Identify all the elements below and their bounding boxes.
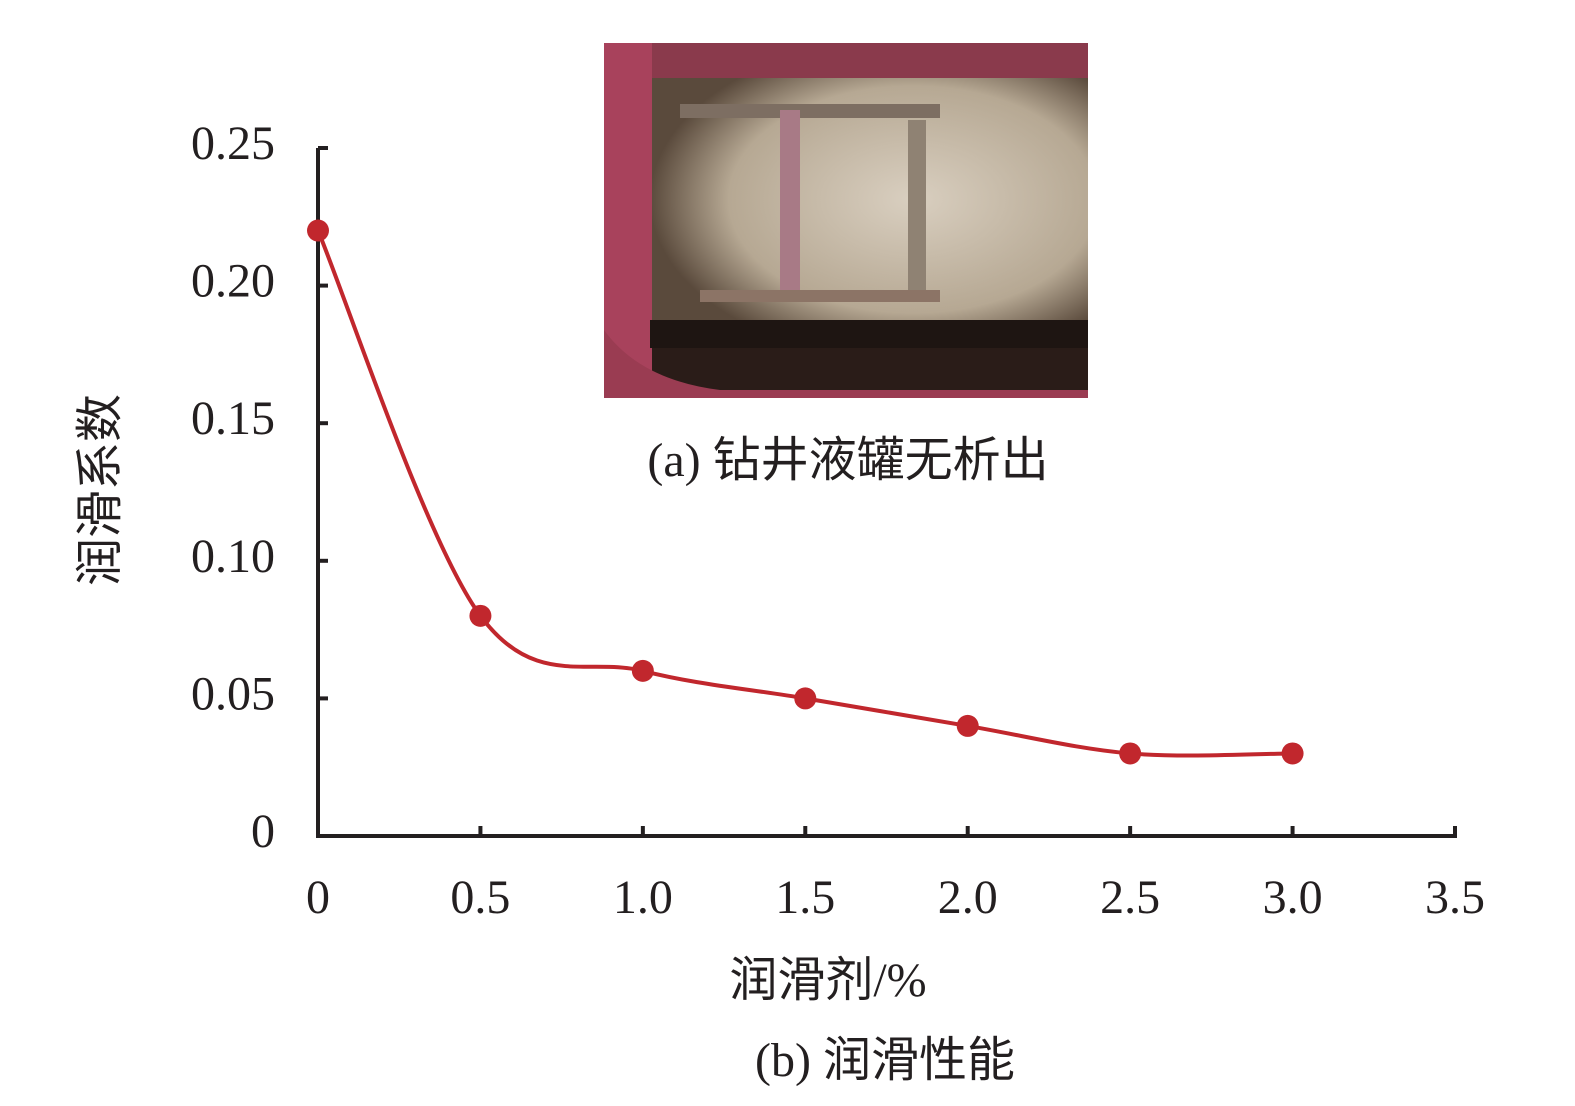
- y-axis-label: 润滑系数: [74, 394, 127, 586]
- x-tick-label: 3.5: [1425, 871, 1485, 924]
- y-tick-label: 0.20: [191, 255, 275, 308]
- x-axis-label: 润滑剂/%: [729, 954, 926, 1007]
- marker: [794, 687, 817, 710]
- x-tick-label: 1.0: [613, 871, 673, 924]
- marker: [631, 659, 654, 682]
- x-tick-label: 0: [306, 871, 330, 924]
- y-tick-label: 0.25: [191, 117, 275, 170]
- photo: [604, 43, 1088, 398]
- y-tick-label: 0: [251, 805, 275, 858]
- marker: [469, 604, 492, 627]
- photo-caption: (a) 钻井液罐无析出: [647, 434, 1048, 487]
- x-tick-label: 2.0: [938, 871, 998, 924]
- marker: [956, 714, 979, 737]
- x-tick-label: 2.5: [1100, 871, 1160, 924]
- x-tick-label: 1.5: [775, 871, 835, 924]
- y-tick-label: 0.05: [191, 667, 275, 720]
- marker: [1281, 742, 1304, 765]
- marker: [307, 219, 329, 242]
- x-tick-label: 3.0: [1263, 871, 1323, 924]
- x-tick-label: 0.5: [450, 871, 510, 924]
- marker: [1119, 742, 1142, 765]
- y-tick-label: 0.10: [191, 530, 275, 583]
- y-tick-label: 0.15: [191, 392, 275, 445]
- caption: (b) 润滑性能: [755, 1034, 1015, 1087]
